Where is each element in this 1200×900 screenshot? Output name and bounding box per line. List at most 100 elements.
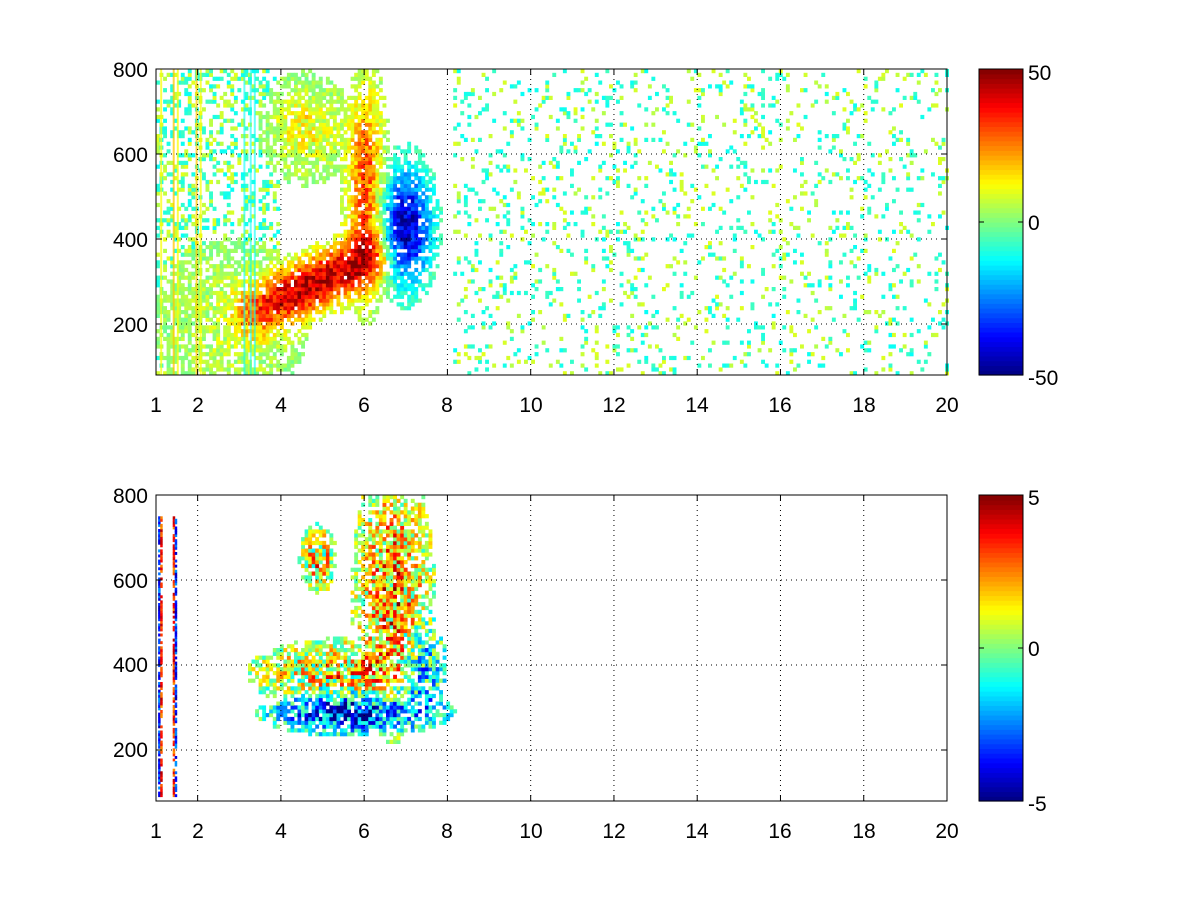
heatmap-cell: [219, 340, 224, 345]
heatmap-cell: [364, 157, 369, 162]
heatmap-cell: [739, 290, 744, 296]
colorbar-step: [979, 351, 1023, 357]
heatmap-cell: [290, 363, 295, 368]
heatmap-cell: [294, 111, 298, 116]
heatmap-cell: [637, 325, 642, 330]
heatmap-cell: [209, 363, 213, 368]
heatmap-cell: [361, 306, 366, 311]
heatmap-cell: [609, 298, 613, 303]
heatmap-cell: [311, 275, 316, 280]
heatmap-cell: [435, 199, 440, 204]
heatmap-cell: [226, 359, 231, 364]
heatmap-cell: [173, 168, 178, 173]
heatmap-cell: [382, 176, 387, 181]
heatmap-cell: [322, 264, 327, 269]
heatmap-cell: [283, 126, 288, 131]
heatmap-cell: [343, 283, 348, 288]
heatmap-cell: [329, 310, 334, 315]
heatmap-cell: [354, 260, 359, 265]
heatmap-cell: [329, 294, 334, 299]
heatmap-cell: [283, 80, 288, 85]
heatmap-cell: [276, 709, 281, 714]
heatmap-cell: [393, 294, 397, 299]
heatmap-cell: [601, 214, 606, 219]
heatmap-cell: [219, 298, 224, 303]
heatmap-cell: [265, 321, 270, 326]
heatmap-cell: [619, 137, 624, 142]
heatmap-cell: [265, 283, 270, 288]
heatmap-cell: [587, 206, 592, 211]
heatmap-cell: [594, 141, 599, 146]
heatmap-cell: [609, 95, 613, 100]
heatmap-cell: [332, 248, 337, 253]
heatmap-cell: [807, 352, 811, 357]
heatmap-cell: [396, 225, 401, 230]
heatmap-cell: [347, 122, 351, 127]
heatmap-cell: [156, 306, 160, 311]
heatmap-cell: [343, 145, 348, 150]
heatmap-cell: [269, 114, 274, 120]
heatmap-cell: [793, 348, 797, 353]
heatmap-cell: [616, 176, 620, 181]
heatmap-cell: [601, 160, 606, 165]
heatmap-cell: [240, 134, 245, 139]
heatmap-cell: [216, 179, 221, 185]
heatmap-cell: [580, 363, 585, 368]
heatmap-cell: [747, 179, 751, 185]
heatmap-cell: [644, 183, 649, 188]
heatmap-cell: [824, 344, 829, 349]
heatmap-cell: [601, 95, 606, 100]
heatmap-cell: [301, 84, 305, 89]
heatmap-cell: [899, 137, 903, 142]
heatmap-cell: [212, 355, 217, 361]
heatmap-cell: [368, 214, 373, 219]
heatmap-cell: [609, 245, 613, 250]
heatmap-cell: [283, 114, 288, 120]
heatmap-cell: [534, 352, 539, 357]
heatmap-cell: [272, 233, 277, 238]
heatmap-cell: [177, 325, 182, 330]
heatmap-cell: [810, 103, 815, 108]
heatmap-cell: [336, 233, 341, 238]
heatmap-cell: [191, 187, 196, 192]
colorbar-gradient-1: [979, 69, 1023, 376]
heatmap-cell: [258, 103, 263, 108]
heatmap-cell: [322, 283, 327, 288]
heatmap-cell: [364, 141, 369, 146]
heatmap-cell: [276, 91, 281, 97]
heatmap-cell: [835, 218, 840, 223]
heatmap-cell: [286, 264, 291, 269]
heatmap-cell: [417, 271, 422, 276]
heatmap-cell: [294, 118, 298, 123]
heatmap-cell: [580, 233, 585, 238]
heatmap-cell: [552, 157, 557, 162]
heatmap-cell: [856, 153, 861, 158]
heatmap-cell: [842, 313, 847, 318]
heatmap-cell: [761, 325, 765, 330]
heatmap-cell: [308, 153, 313, 158]
heatmap-cell: [736, 176, 741, 181]
heatmap-cell: [697, 72, 702, 77]
heatmap-cell: [294, 690, 298, 695]
heatmap-cell: [290, 111, 295, 116]
heatmap-cell: [828, 260, 833, 265]
heatmap-cell: [297, 111, 302, 116]
heatmap-cell: [768, 302, 773, 307]
heatmap-cell: [361, 222, 366, 227]
heatmap-cell: [166, 310, 171, 315]
heatmap-cell: [301, 655, 305, 660]
heatmap-cell: [824, 91, 829, 97]
heatmap-cell: [870, 107, 875, 112]
heatmap-cell: [357, 271, 362, 276]
heatmap-cell: [265, 225, 270, 230]
heatmap-cell: [460, 111, 465, 116]
heatmap-cell: [704, 245, 709, 250]
heatmap-cell: [881, 214, 886, 219]
heatmap-cell: [842, 329, 847, 334]
heatmap-cell: [272, 137, 277, 142]
heatmap-cell: [931, 222, 935, 227]
heatmap-cell: [368, 225, 373, 230]
heatmap-cell: [410, 199, 415, 204]
heatmap-stripe: [160, 69, 163, 375]
heatmap-cell: [230, 332, 235, 338]
